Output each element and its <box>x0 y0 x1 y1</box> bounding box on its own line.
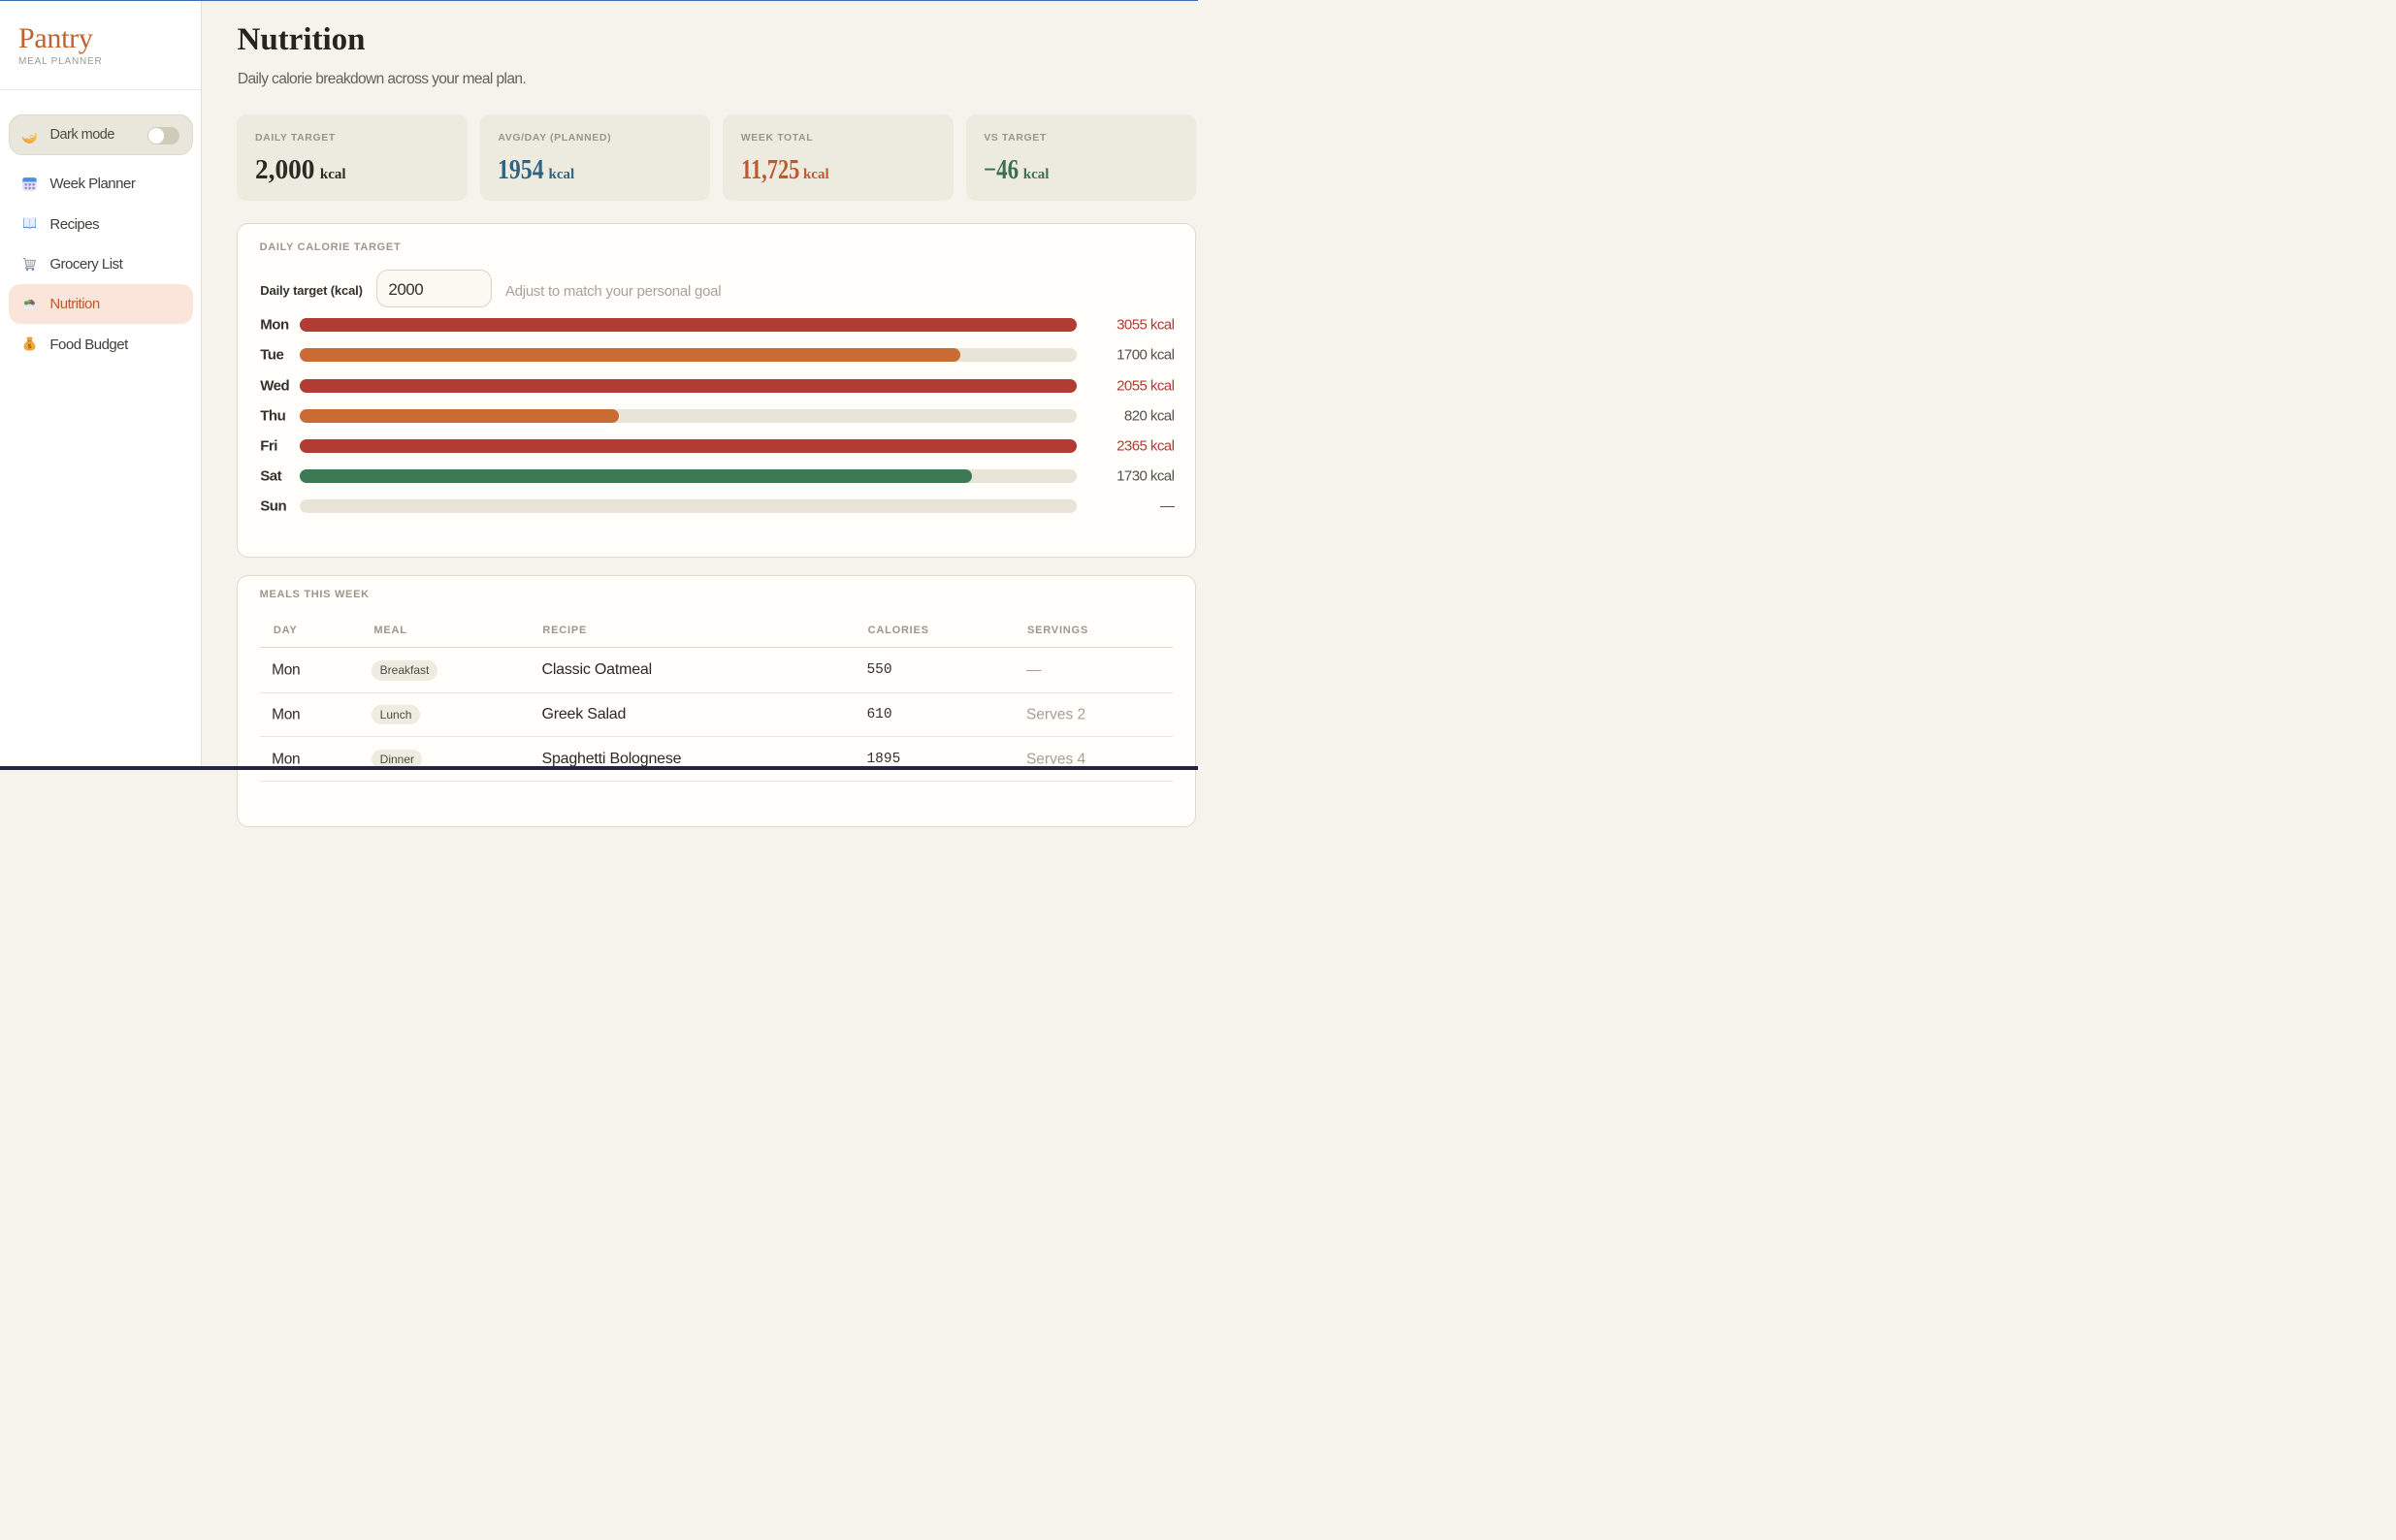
svg-text:$: $ <box>28 343 32 350</box>
